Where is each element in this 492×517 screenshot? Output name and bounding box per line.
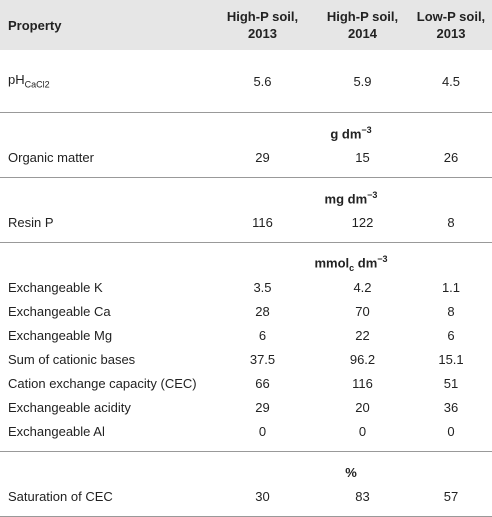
text-text: Sum of cationic bases <box>8 351 136 367</box>
text-text: g dm <box>330 126 362 142</box>
text-text: Saturation of CEC <box>8 488 113 504</box>
data-row: Saturation of CEC 30 83 57 <box>0 484 492 517</box>
text-sub: CaCl2 <box>24 79 50 90</box>
value-cell: 116 <box>352 375 373 391</box>
text-text: Exchangeable acidity <box>8 399 131 415</box>
value-cell: 96.2 <box>349 351 376 367</box>
value-cell: 20 <box>355 399 370 415</box>
property-cell: Sum of cationic bases <box>0 347 210 371</box>
data-row: Exchangeable Ca 28 70 8 <box>0 299 492 323</box>
value-cell: 4.5 <box>410 50 492 113</box>
unit-label: g dm−3 <box>210 113 492 146</box>
text-text: mmol <box>314 254 350 270</box>
empty-cell <box>0 452 210 485</box>
value-cell: 51 <box>443 375 459 391</box>
value-cell: 30 <box>210 484 315 517</box>
property-cell: Organic matter <box>0 145 210 178</box>
text-sup: −3 <box>361 124 372 135</box>
property-cell: Cation exchange capacity (CEC) <box>0 371 210 395</box>
property-cell: pHCaCl2 <box>0 50 210 113</box>
text-text: % <box>345 464 357 480</box>
text-text: pH <box>8 72 25 88</box>
unit-label: mmolc dm−3 <box>210 243 492 276</box>
value-cell: 3.5 <box>253 279 272 295</box>
text-text: Organic matter <box>8 149 94 165</box>
property-cell: Resin P <box>0 210 210 243</box>
data-row: Cation exchange capacity (CEC) 66 116 51 <box>0 371 492 395</box>
unit-label: % <box>210 452 492 485</box>
text-text: Resin P <box>8 214 54 230</box>
value-cell: 26 <box>410 145 492 178</box>
text-text: Exchangeable Ca <box>8 303 111 319</box>
value-cell: 70 <box>355 303 370 319</box>
property-cell: Exchangeable Al <box>0 419 210 452</box>
empty-cell <box>0 243 210 276</box>
data-row: Exchangeable K 3.5 4.2 1.1 <box>0 275 492 299</box>
value-cell: 6 <box>258 327 267 343</box>
header-row: Property High-P soil, 2013 High-P soil, 20… <box>0 0 492 50</box>
empty-cell <box>0 113 210 146</box>
value-cell: 57 <box>410 484 492 517</box>
unit-row: mmolc dm−3 <box>0 243 492 276</box>
text-text: mg dm <box>324 191 368 207</box>
value-cell: 22 <box>355 327 370 343</box>
column-header: Low-P soil, 2013 <box>410 0 492 50</box>
empty-cell <box>0 178 210 211</box>
text-text2: dm <box>354 254 378 270</box>
data-row: Sum of cationic bases 37.5 96.2 15.1 <box>0 347 492 371</box>
unit-row: % <box>0 452 492 485</box>
value-cell: 5.6 <box>210 50 315 113</box>
value-cell: 28 <box>255 303 270 319</box>
property-cell: Exchangeable Ca <box>0 299 210 323</box>
value-cell: 6 <box>447 327 455 343</box>
value-cell: 36 <box>443 399 459 415</box>
data-row: Exchangeable Mg 6 22 6 <box>0 323 492 347</box>
property-cell: Exchangeable acidity <box>0 395 210 419</box>
text-sup: −3 <box>377 253 388 264</box>
value-cell: 116 <box>210 210 315 243</box>
column-header: Property <box>0 0 210 50</box>
value-cell: 4.2 <box>353 279 372 295</box>
value-cell: 29 <box>255 399 270 415</box>
value-cell: 15 <box>315 145 410 178</box>
data-row: pHCaCl2 5.6 5.9 4.5 <box>0 50 492 113</box>
property-cell: Exchangeable K <box>0 275 210 299</box>
value-cell: 5.9 <box>315 50 410 113</box>
value-cell: 37.5 <box>249 351 276 367</box>
value-cell: 0 <box>210 419 315 452</box>
value-cell: 15.1 <box>438 351 464 367</box>
unit-row: g dm−3 <box>0 113 492 146</box>
value-cell: 83 <box>315 484 410 517</box>
value-cell: 8 <box>447 303 455 319</box>
value-cell: 66 <box>255 375 270 391</box>
value-cell: 29 <box>210 145 315 178</box>
property-cell: Exchangeable Mg <box>0 323 210 347</box>
data-row: Resin P 116 122 8 <box>0 210 492 243</box>
value-cell: 0 <box>315 419 410 452</box>
value-cell: 8 <box>410 210 492 243</box>
value-cell: 1.1 <box>441 279 461 295</box>
column-header: High-P soil, 2014 <box>315 0 410 50</box>
column-header: High-P soil, 2013 <box>210 0 315 50</box>
unit-row: mg dm−3 <box>0 178 492 211</box>
text-sup: −3 <box>367 189 378 200</box>
unit-label: mg dm−3 <box>210 178 492 211</box>
data-row: Exchangeable acidity 29 20 36 <box>0 395 492 419</box>
data-row: Exchangeable Al 0 0 0 <box>0 419 492 452</box>
data-row: Organic matter 29 15 26 <box>0 145 492 178</box>
text-text: Exchangeable Mg <box>8 327 113 343</box>
table-body: pHCaCl2 5.6 5.9 4.5 g dm−3 Organic matter 29 15… <box>0 50 492 517</box>
text-sub: c <box>349 262 355 273</box>
table-header: Property High-P soil, 2013 High-P soil, 20… <box>0 0 492 50</box>
text-text: Exchangeable K <box>8 279 103 295</box>
text-text: Cation exchange capacity (CEC) <box>8 375 197 391</box>
text-text: Exchangeable Al <box>8 423 105 439</box>
value-cell: 0 <box>410 419 492 452</box>
property-cell: Saturation of CEC <box>0 484 210 517</box>
value-cell: 122 <box>315 210 410 243</box>
